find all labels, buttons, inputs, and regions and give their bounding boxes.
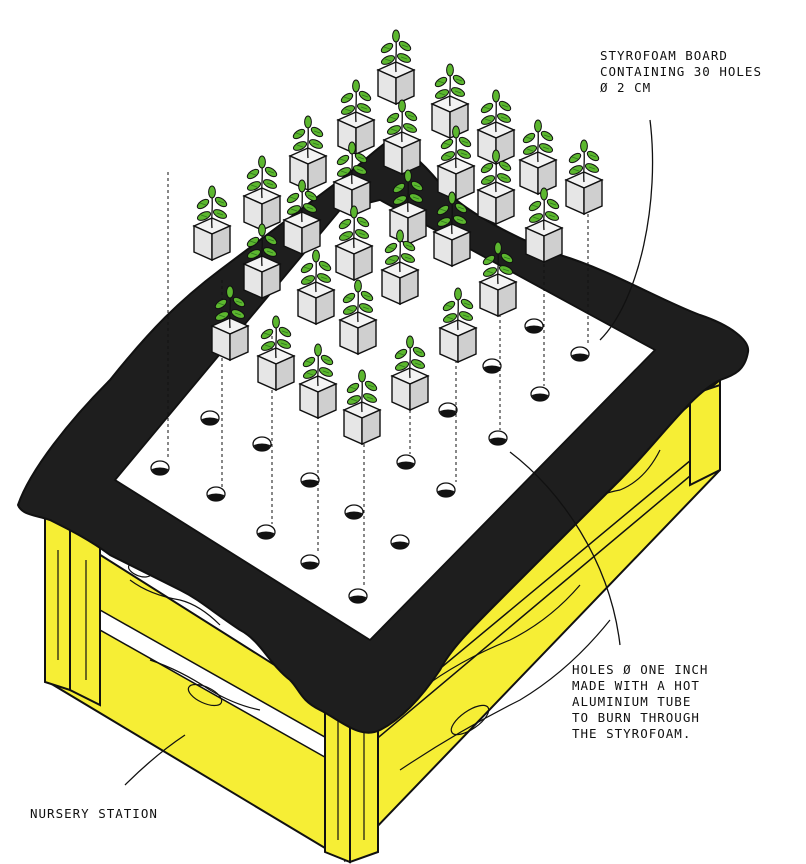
label-line: MADE WITH A HOT — [572, 678, 700, 693]
label-line: HOLES ø ONE INCH — [572, 662, 709, 677]
label-line: ALUMINIUM TUBE — [572, 694, 692, 709]
label-line: NURSERY STATION — [30, 806, 158, 821]
label-line: CONTAINING 30 HOLES — [600, 64, 762, 79]
callout-lines — [124, 119, 654, 786]
styrofoam-board — [113, 199, 657, 642]
label-line: STYROFOAM BOARD — [600, 48, 728, 63]
label-line: THE STYROFOAM. — [572, 726, 692, 741]
label-line: TO BURN THROUGH — [572, 710, 700, 725]
wooden-frame — [44, 377, 721, 864]
nursery-station-label: NURSERY STATION — [30, 806, 158, 822]
styrofoam-board-label: STYROFOAM BOARD CONTAINING 30 HOLES ø 2 … — [600, 48, 762, 96]
label-line: ø 2 CM — [600, 80, 652, 95]
holes-label: HOLES ø ONE INCH MADE WITH A HOT ALUMINI… — [572, 662, 708, 742]
